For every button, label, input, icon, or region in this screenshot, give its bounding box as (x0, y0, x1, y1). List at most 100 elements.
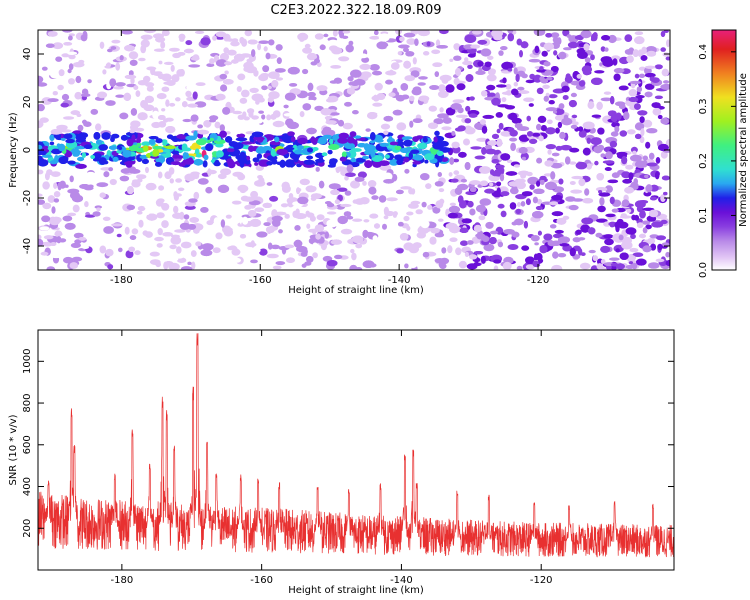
spectrogram-cell (496, 187, 501, 196)
spectrogram-cell (529, 138, 538, 144)
spectrogram-cell (350, 157, 357, 163)
spectrogram-cell (518, 147, 528, 154)
spectrogram-cell (177, 52, 186, 56)
spectrogram-cell (396, 248, 404, 254)
spectrogram-cell (251, 49, 256, 58)
spectrogram-cell (119, 175, 130, 182)
spectrogram-cell (124, 74, 137, 80)
spectrogram-cell (645, 224, 652, 230)
spectrogram-cell (408, 188, 414, 195)
spectrogram-cell (590, 54, 595, 61)
spectrogram-cell (307, 96, 317, 101)
spectrogram-cell (227, 49, 237, 56)
spectrogram-cell (451, 131, 456, 136)
spectrogram-cell (600, 259, 606, 264)
spectrogram-cell (122, 150, 132, 158)
spectrogram-cell (276, 161, 283, 165)
spectrogram-cell (176, 155, 184, 159)
spectrogram-cell (296, 145, 304, 150)
spectrogram-cell (352, 199, 359, 204)
spectrogram-cell (582, 147, 591, 156)
spectrogram-cell (67, 160, 76, 165)
spectrogram-cell (424, 159, 429, 164)
spectrogram-cell (500, 210, 507, 218)
spectrogram-cell (215, 31, 227, 38)
spectrogram-cell (460, 178, 467, 183)
spectrogram-cell (241, 157, 247, 163)
spectrogram-cell (433, 118, 444, 125)
spectrogram-cell (570, 92, 578, 98)
spectrogram-cell (195, 241, 202, 247)
spectrogram-cell (131, 228, 139, 235)
spectrogram-cell (582, 198, 594, 204)
spectrogram-cell (535, 205, 543, 211)
spectrogram-cell (584, 57, 591, 63)
spectrogram-cell (470, 146, 482, 150)
spectrogram-cell (533, 74, 542, 83)
colorbar-tick-label: 0.1 (698, 208, 709, 224)
spectrogram-cell (477, 61, 484, 67)
spectrogram-cell (152, 110, 160, 120)
spectrogram-cell (456, 83, 466, 91)
spectrogram-cell (213, 217, 220, 226)
spectrogram-cell (537, 230, 542, 236)
spectrogram-cell (397, 51, 402, 55)
spectrogram-cell (327, 164, 336, 168)
spectrogram-cell (474, 155, 486, 160)
spectrogram-cell (249, 87, 259, 93)
spectrogram-cell (155, 162, 162, 167)
spectrogram-cell (500, 46, 508, 51)
spectrogram-cell (256, 231, 268, 238)
spectrogram-cell (184, 205, 196, 210)
spectrogram-cell (212, 247, 221, 254)
spectrogram-cell (433, 136, 438, 143)
spectrogram-cell (128, 246, 135, 252)
spectrogram-cell (427, 204, 433, 210)
spectrogram-cell (369, 140, 375, 144)
spectrogram-cell (214, 121, 221, 129)
spectrogram-cell (500, 153, 511, 161)
spectrogram-cell (496, 138, 503, 147)
spectrogram-cell (369, 64, 380, 71)
spectrogram-cell (478, 215, 486, 221)
spectrogram-cell (125, 250, 134, 259)
spectrogram-cell (550, 32, 560, 38)
spectrogram-cell (50, 171, 61, 178)
spectrogram-cell (439, 30, 449, 35)
spectrogram-cell (155, 138, 163, 144)
spectrogram-cell (383, 130, 389, 136)
spectrogram-cell (449, 157, 455, 165)
spectrogram-cell (536, 69, 548, 73)
spectrogram-cell (510, 88, 519, 96)
spectrogram-cell (314, 105, 324, 111)
spectrogram-cell (306, 122, 314, 128)
spectrogram-cell (119, 55, 124, 61)
spectrogram-cell (329, 112, 340, 116)
spectrogram-cell (631, 262, 638, 270)
spectrogram-cell (181, 266, 193, 270)
spectrogram-cell (38, 82, 48, 87)
spectrogram-cell (332, 30, 338, 37)
spectrogram-cell (367, 112, 378, 120)
spectrogram-cell (158, 60, 163, 65)
spectrogram-y-axis-label: Frequency (Hz) (8, 112, 19, 188)
spectrogram-cell (302, 103, 312, 111)
spectrogram-cell (165, 99, 170, 107)
spectrogram-cell (449, 58, 454, 62)
spectrogram-cell (202, 160, 208, 168)
spectrogram-cell (38, 193, 43, 197)
spectrogram-cell (233, 53, 245, 62)
spectrogram-cell (604, 185, 614, 194)
spectrogram-cell (454, 187, 463, 195)
spectrogram-cell (565, 156, 571, 165)
spectrogram-cell (124, 226, 130, 235)
spectrogram-cell (502, 77, 507, 84)
spectrogram-cell (628, 172, 634, 181)
spectrogram-cell (451, 141, 460, 149)
spectrogram-cell (422, 137, 428, 143)
snr-y-tick-label: 1000 (22, 349, 33, 374)
snr-x-tick-label: -160 (250, 575, 273, 586)
spectrogram-cell (507, 33, 514, 42)
spectrogram-cell (181, 143, 188, 152)
spectrogram-cell (422, 251, 430, 258)
